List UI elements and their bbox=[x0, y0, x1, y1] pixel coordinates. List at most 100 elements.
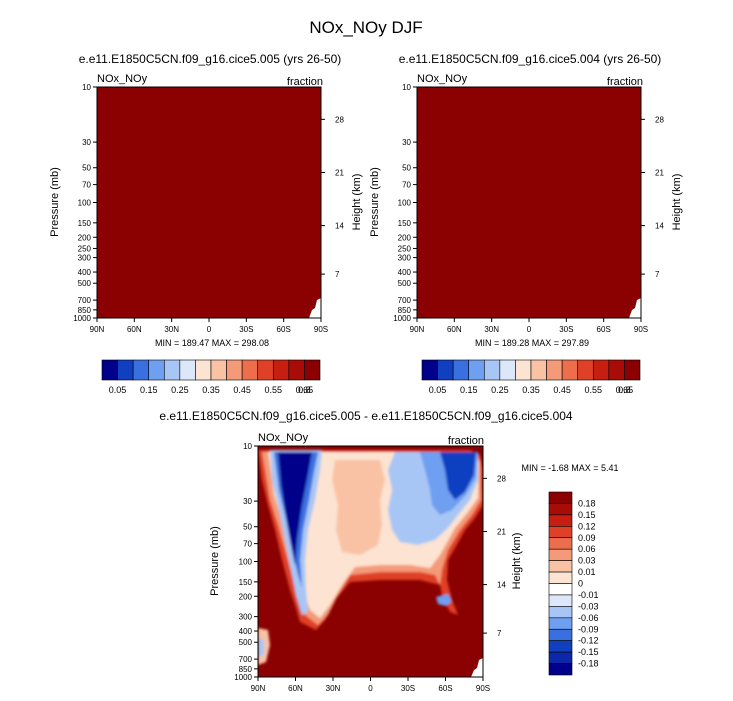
x-tick-label: 60S bbox=[438, 684, 452, 693]
y-tick-label: 500 bbox=[78, 279, 92, 288]
colorbar-swatch bbox=[548, 571, 573, 584]
contour-central-0.03 bbox=[332, 460, 385, 555]
y-tick-label: 300 bbox=[78, 254, 92, 263]
colorbar-label: 0.65 bbox=[296, 385, 314, 395]
x-tick-label: 30S bbox=[239, 325, 253, 334]
contour-neg-left-core bbox=[278, 452, 312, 565]
y-tick-label: 70 bbox=[243, 540, 252, 549]
y-tick-label: 1000 bbox=[234, 673, 252, 682]
panel-1: e.e11.E1850C5CN.f09_g16.cice5.005 (yrs 2… bbox=[49, 52, 363, 348]
x-tick-label: 60S bbox=[597, 325, 611, 334]
panel-3-height-axis-label: Height (km) bbox=[511, 533, 523, 590]
panel-1-height-axis-label: Height (km) bbox=[351, 174, 363, 231]
colorbar-swatch bbox=[548, 503, 573, 516]
colorbar-label: 0.06 bbox=[578, 544, 596, 554]
colorbar-label: 0.15 bbox=[140, 385, 158, 395]
height-tick-label: 21 bbox=[497, 527, 506, 536]
colorbar-label: 0.55 bbox=[265, 385, 283, 395]
height-tick-label: 14 bbox=[655, 222, 664, 231]
colorbar-swatch bbox=[304, 359, 321, 381]
x-tick-label: 90S bbox=[634, 325, 648, 334]
colorbar-swatch bbox=[548, 583, 573, 596]
colorbar-label: 0.25 bbox=[491, 385, 509, 395]
y-tick-label: 30 bbox=[402, 138, 411, 147]
colorbar-swatch bbox=[530, 359, 547, 381]
colorbar-swatch bbox=[548, 663, 573, 676]
colorbar-label: 0.05 bbox=[429, 385, 447, 395]
panel-2: e.e11.E1850C5CN.f09_g16.cice5.004 (yrs 2… bbox=[369, 52, 683, 348]
panel-2-units-label: fraction bbox=[607, 76, 643, 88]
y-tick-label: 200 bbox=[78, 233, 92, 242]
colorbar-label: -0.06 bbox=[578, 613, 599, 623]
y-tick-label: 400 bbox=[78, 268, 92, 277]
colorbar-swatch bbox=[546, 359, 563, 381]
panel-3-min-max: MIN = -1.68 MAX = 5.41 bbox=[521, 463, 618, 473]
colorbar-swatch bbox=[499, 359, 516, 381]
colorbar-swatch bbox=[548, 594, 573, 607]
colorbar-label: 0.09 bbox=[578, 533, 596, 543]
y-tick-label: 50 bbox=[82, 164, 91, 173]
y-tick-label: 50 bbox=[243, 523, 252, 532]
y-tick-label: 10 bbox=[82, 83, 91, 92]
panel-2-title: e.e11.E1850C5CN.f09_g16.cice5.004 (yrs 2… bbox=[399, 52, 662, 66]
colorbar-swatch bbox=[132, 359, 150, 381]
y-tick-label: 400 bbox=[239, 627, 253, 636]
panel-3-height-ticks: 28 21 14 7 bbox=[483, 474, 506, 638]
contour-blob-60s bbox=[436, 594, 452, 606]
panel-1-min-max: MIN = 189.47 MAX = 298.08 bbox=[155, 338, 269, 348]
x-tick-label: 90N bbox=[90, 325, 105, 334]
colorbar-swatch bbox=[288, 359, 305, 381]
colorbar-label: 0 bbox=[578, 579, 583, 589]
panel-3-y-axis-label: Pressure (mb) bbox=[209, 526, 221, 596]
height-tick-label: 14 bbox=[335, 222, 344, 231]
panel-1-units-label: fraction bbox=[287, 76, 323, 88]
colorbar-swatch bbox=[548, 526, 573, 539]
colorbar-swatch bbox=[515, 359, 532, 381]
height-tick-label: 14 bbox=[497, 581, 506, 590]
x-tick-label: 0 bbox=[368, 684, 373, 693]
colorbar-swatch bbox=[148, 359, 165, 381]
colorbar-label: -0.09 bbox=[578, 624, 599, 634]
colorbar-label: 0.15 bbox=[460, 385, 478, 395]
panel-1-title: e.e11.E1850C5CN.f09_g16.cice5.005 (yrs 2… bbox=[79, 52, 342, 66]
panel-1-x-ticks: 90N 60N 30N 0 30S 60S 90S bbox=[90, 318, 328, 334]
panel-1-field bbox=[97, 87, 321, 318]
y-tick-label: 500 bbox=[239, 638, 253, 647]
y-tick-label: 200 bbox=[398, 233, 412, 242]
colorbar-swatch bbox=[592, 359, 610, 381]
colorbar-swatch bbox=[437, 359, 454, 381]
x-tick-label: 60N bbox=[127, 325, 142, 334]
panel-3-variable-label: NOx_NOy bbox=[258, 432, 309, 444]
colorbar-label: 0.8 bbox=[618, 385, 631, 395]
panel-1-field-notch bbox=[309, 298, 321, 318]
colorbar-swatch bbox=[179, 359, 196, 381]
y-tick-label: 70 bbox=[402, 181, 411, 190]
x-tick-label: 0 bbox=[527, 325, 532, 334]
height-tick-label: 28 bbox=[497, 474, 506, 483]
figure-title: NOx_NOy DJF bbox=[309, 18, 422, 37]
panel-3-units-label: fraction bbox=[448, 435, 484, 447]
colorbar-label: 0.18 bbox=[578, 498, 596, 508]
colorbar-swatch bbox=[577, 359, 594, 381]
height-tick-label: 7 bbox=[655, 270, 660, 279]
x-tick-label: 90S bbox=[476, 684, 490, 693]
colorbar-swatch bbox=[226, 359, 243, 381]
y-tick-label: 250 bbox=[78, 244, 92, 253]
x-tick-label: 90N bbox=[410, 325, 425, 334]
colorbar-swatch bbox=[421, 359, 438, 381]
y-tick-label: 70 bbox=[82, 181, 91, 190]
y-tick-label: 30 bbox=[82, 138, 91, 147]
colorbar-label: -0.01 bbox=[578, 590, 599, 600]
y-tick-label: 300 bbox=[398, 254, 412, 263]
y-tick-label: 250 bbox=[398, 244, 412, 253]
y-tick-label: 700 bbox=[398, 296, 412, 305]
colorbar-swatch bbox=[548, 651, 573, 664]
colorbar-label: 0.15 bbox=[578, 510, 596, 520]
panel-3-contours bbox=[258, 450, 483, 665]
colorbar-swatch bbox=[195, 359, 212, 381]
x-tick-label: 60N bbox=[447, 325, 462, 334]
y-tick-label: 400 bbox=[398, 268, 412, 277]
colorbar-swatch bbox=[608, 359, 625, 381]
